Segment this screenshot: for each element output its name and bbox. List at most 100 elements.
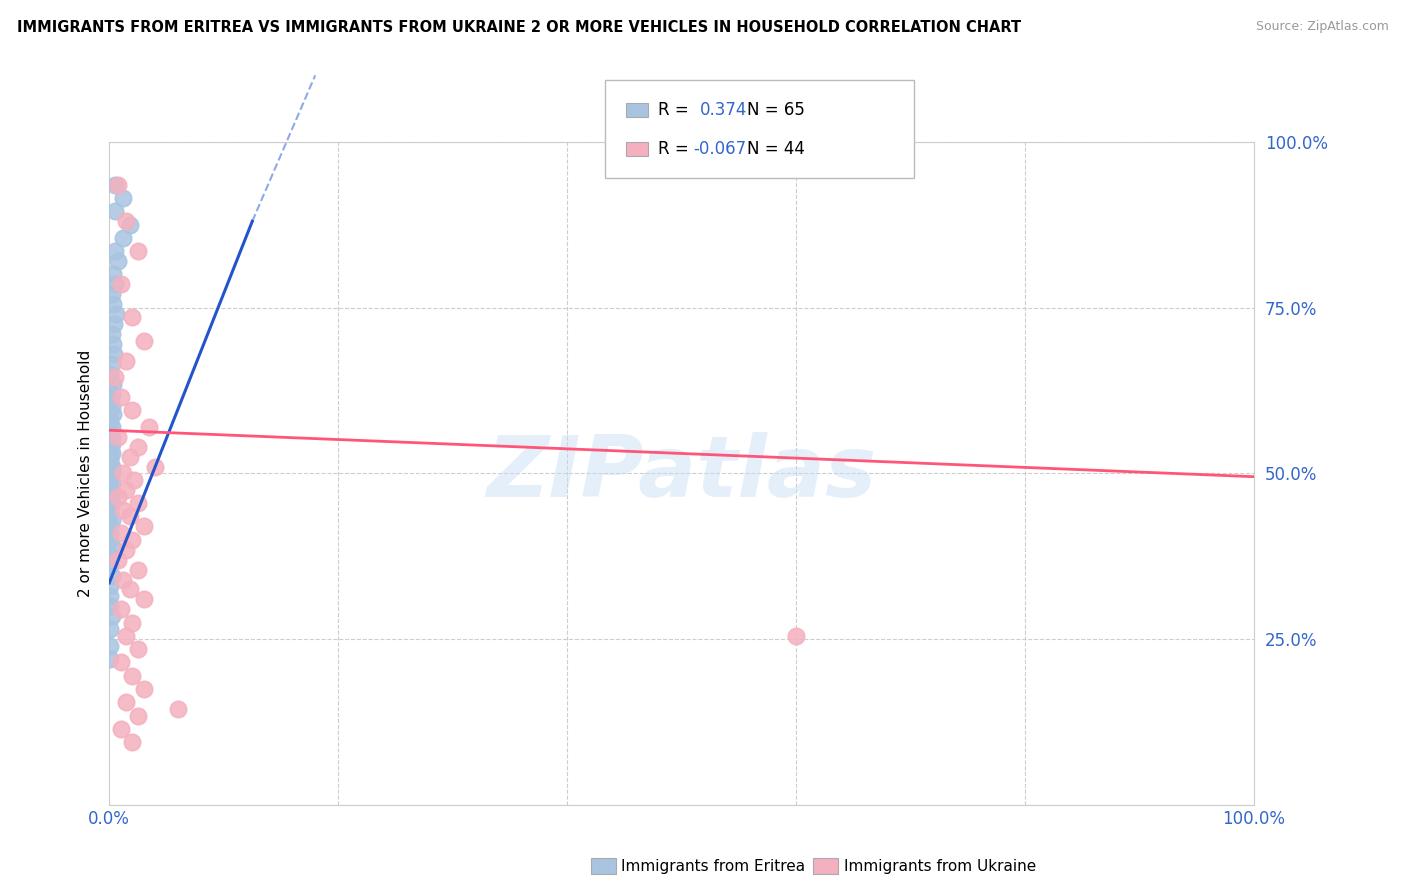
Point <box>118 450 141 464</box>
Point <box>100 480 122 494</box>
Point <box>107 178 129 192</box>
Text: 0.374: 0.374 <box>700 101 748 119</box>
Point <box>100 473 122 487</box>
Point <box>121 735 143 749</box>
Point <box>107 552 129 566</box>
Point <box>118 582 141 597</box>
Point <box>111 573 134 587</box>
Point <box>100 486 122 500</box>
Point <box>100 453 122 467</box>
Point <box>100 589 122 603</box>
Point <box>110 656 132 670</box>
Point <box>100 622 122 636</box>
Point <box>104 204 127 219</box>
Point <box>110 277 132 292</box>
Point <box>132 334 155 348</box>
Point <box>100 436 122 450</box>
Point <box>107 254 129 268</box>
Point <box>110 722 132 736</box>
Point <box>111 503 134 517</box>
Point <box>110 526 132 541</box>
Point <box>101 376 124 391</box>
Point <box>100 327 122 342</box>
Point <box>100 533 122 547</box>
Point <box>100 367 122 381</box>
Point <box>101 337 124 351</box>
Point <box>100 506 122 520</box>
Point <box>103 317 125 331</box>
Point <box>100 423 122 437</box>
Point <box>100 446 122 460</box>
Point <box>100 559 122 574</box>
Point <box>100 430 122 444</box>
Point <box>100 457 122 471</box>
Point <box>100 483 122 497</box>
Point <box>100 569 122 583</box>
Point <box>115 214 138 228</box>
Point <box>100 400 122 414</box>
Point <box>100 443 122 458</box>
Point <box>118 509 141 524</box>
Text: Immigrants from Eritrea: Immigrants from Eritrea <box>621 859 806 873</box>
Text: Immigrants from Ukraine: Immigrants from Ukraine <box>844 859 1036 873</box>
Text: R =: R = <box>658 101 695 119</box>
Point <box>110 390 132 404</box>
Point <box>118 218 141 232</box>
Point <box>100 490 122 504</box>
Point <box>100 463 122 477</box>
Point <box>100 599 122 613</box>
Point <box>127 496 149 510</box>
Point <box>100 420 122 434</box>
Text: -0.067: -0.067 <box>693 140 747 158</box>
Text: N = 65: N = 65 <box>747 101 804 119</box>
Point <box>100 500 122 514</box>
Point <box>101 407 124 421</box>
Text: ZIPatlas: ZIPatlas <box>486 432 876 515</box>
Point <box>132 592 155 607</box>
Point <box>111 467 134 481</box>
Point <box>100 579 122 593</box>
Point <box>127 440 149 454</box>
Point <box>127 244 149 259</box>
Point <box>785 629 807 643</box>
Point <box>100 492 122 507</box>
Point <box>115 353 138 368</box>
Point <box>100 450 122 464</box>
Point <box>100 426 122 441</box>
Point <box>132 681 155 696</box>
Point <box>100 469 122 483</box>
Point <box>100 609 122 624</box>
Point <box>115 542 138 557</box>
Point <box>115 629 138 643</box>
Point <box>100 496 122 510</box>
Point <box>100 459 122 474</box>
Point <box>100 467 122 481</box>
Point <box>110 602 132 616</box>
Point <box>100 526 122 541</box>
Point <box>100 639 122 653</box>
Point <box>121 310 143 325</box>
Text: N = 44: N = 44 <box>747 140 804 158</box>
Point <box>127 563 149 577</box>
Point <box>124 473 146 487</box>
Text: IMMIGRANTS FROM ERITREA VS IMMIGRANTS FROM UKRAINE 2 OR MORE VEHICLES IN HOUSEHO: IMMIGRANTS FROM ERITREA VS IMMIGRANTS FR… <box>17 20 1021 35</box>
Text: R =: R = <box>658 140 695 158</box>
Point <box>111 231 134 245</box>
Point <box>121 615 143 630</box>
Point <box>115 483 138 497</box>
Point <box>100 287 122 301</box>
Point <box>100 440 122 454</box>
Point <box>138 420 160 434</box>
Point <box>104 244 127 259</box>
Point <box>100 386 122 401</box>
Point <box>100 357 122 371</box>
Point <box>104 370 127 384</box>
Point <box>167 702 190 716</box>
Point <box>143 459 166 474</box>
Y-axis label: 2 or more Vehicles in Household: 2 or more Vehicles in Household <box>79 350 93 597</box>
Point <box>100 519 122 533</box>
Point <box>121 403 143 417</box>
Point <box>101 268 124 282</box>
Point <box>100 476 122 491</box>
Point <box>100 433 122 447</box>
